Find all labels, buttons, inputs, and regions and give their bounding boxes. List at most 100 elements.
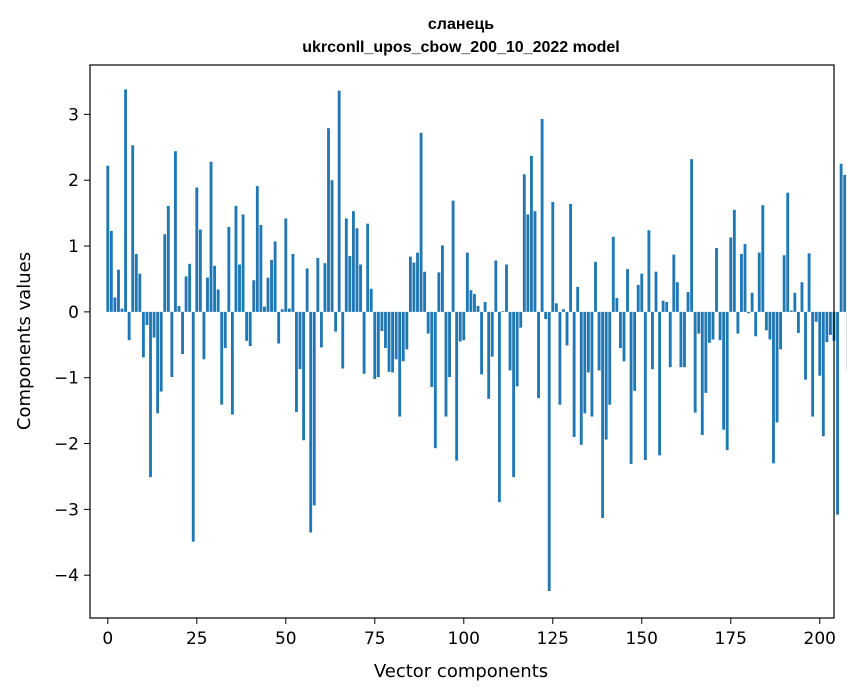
bar (124, 89, 128, 312)
bar (476, 305, 480, 312)
bar (665, 302, 669, 312)
bar (408, 256, 412, 312)
bar (149, 311, 152, 478)
bar (355, 228, 359, 312)
bar (227, 226, 231, 312)
bar (761, 205, 765, 312)
bar (145, 311, 149, 326)
bar (583, 311, 587, 414)
bar (686, 292, 690, 312)
bar (814, 311, 818, 322)
y-axis-ticks: −4 −3 −2 −1 0 1 2 3 (54, 105, 90, 586)
bar (295, 311, 298, 412)
bar (608, 311, 612, 405)
x-tick-label: 200 (804, 629, 836, 649)
bar (263, 306, 266, 312)
plot-frame (89, 64, 835, 619)
x-tick-label: 25 (186, 629, 208, 649)
bar (302, 311, 306, 441)
bar (615, 298, 619, 312)
bar (156, 311, 160, 414)
bar (675, 282, 679, 312)
bar (373, 311, 377, 380)
bar (736, 311, 740, 334)
bar (697, 311, 701, 334)
bar (213, 265, 217, 312)
bar (711, 311, 715, 340)
bar (441, 245, 444, 312)
bar (547, 311, 551, 592)
bar (690, 159, 694, 312)
bar (348, 255, 352, 312)
chart-subtitle: ukrconll_upos_cbow_200_10_2022 model (302, 39, 619, 56)
bar (597, 311, 601, 371)
bar (138, 273, 142, 312)
bar (793, 292, 797, 312)
y-tick-label: 1 (68, 237, 79, 257)
bar (729, 237, 733, 312)
bar (526, 214, 530, 312)
bar (740, 253, 743, 312)
bar (643, 311, 647, 461)
bar (330, 180, 334, 312)
bar (323, 263, 327, 312)
bar (127, 311, 131, 341)
bar (725, 311, 729, 451)
bar (551, 201, 555, 312)
bar (291, 253, 295, 312)
bar (490, 311, 494, 357)
bar (113, 297, 117, 312)
bar (825, 311, 829, 343)
bar (369, 288, 373, 312)
bar (387, 311, 391, 372)
bar (519, 311, 523, 328)
bar (305, 268, 309, 312)
bar (106, 165, 110, 312)
bar (494, 260, 498, 312)
bar (829, 311, 832, 335)
bar (483, 302, 487, 312)
bar (337, 90, 341, 312)
bar (501, 311, 505, 312)
bar (352, 211, 355, 312)
bar (401, 311, 405, 362)
bar (131, 145, 135, 312)
bar (522, 174, 526, 312)
bar (344, 218, 348, 312)
bar (198, 229, 202, 312)
bar (280, 309, 284, 312)
bar (430, 311, 434, 387)
bar (458, 311, 462, 342)
bar (683, 311, 686, 368)
bar (469, 290, 473, 312)
bar (661, 300, 665, 312)
bar (117, 269, 120, 312)
bar (779, 311, 783, 350)
bar (252, 280, 256, 312)
bar (412, 262, 416, 312)
bar (807, 253, 811, 312)
bar (316, 257, 320, 312)
bar (248, 311, 252, 347)
bar-series (106, 89, 847, 592)
bar (433, 311, 437, 449)
bar (298, 311, 302, 370)
bar (319, 311, 323, 348)
y-tick-label: −1 (54, 369, 79, 389)
bar (170, 311, 174, 378)
bar (195, 187, 199, 312)
bar (786, 192, 790, 312)
bar (782, 255, 786, 312)
bar (544, 311, 548, 320)
bar (764, 311, 768, 331)
y-axis-label: Components values (14, 252, 35, 430)
bar (743, 244, 747, 312)
bar (629, 311, 633, 464)
bar (245, 311, 249, 341)
bar (220, 311, 224, 405)
bar (821, 311, 825, 437)
bar (451, 200, 455, 312)
bar (754, 311, 758, 337)
